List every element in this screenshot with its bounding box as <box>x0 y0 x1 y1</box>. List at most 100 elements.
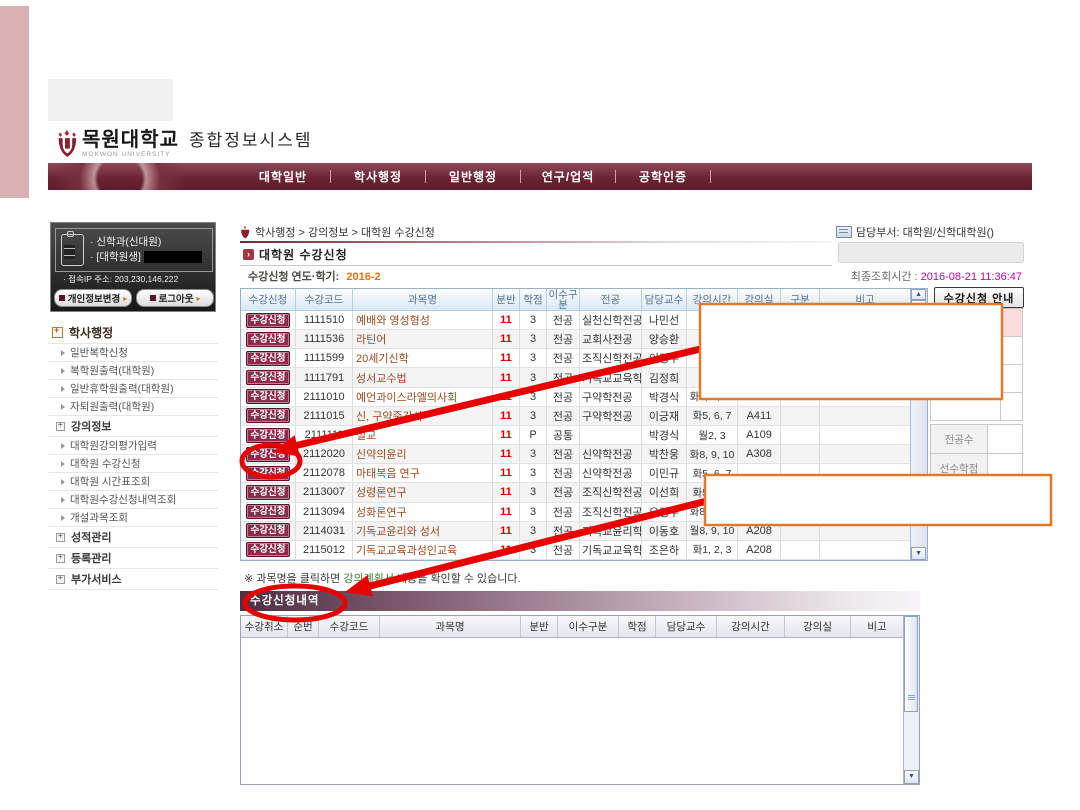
apply-button[interactable]: 수강신청 <box>245 312 291 328</box>
sidebar-item[interactable]: 대학원수강신청내역조회 <box>48 491 218 509</box>
title-gradient-line <box>240 241 832 243</box>
course-type: 전공 <box>547 406 580 425</box>
course-name-link[interactable]: 기독교교육과성인교육 <box>353 540 493 560</box>
course-room <box>738 368 781 387</box>
apply-button[interactable]: 수강신청 <box>245 504 291 520</box>
course-section: 11 <box>493 406 520 425</box>
sidebar-item[interactable]: 개설과목조회 <box>48 509 218 527</box>
app-logo: 목원대학교 MOKWON UNIVERSITY 종합정보시스템 <box>56 129 312 163</box>
course-type: 전공 <box>547 464 580 483</box>
apply-button[interactable]: 수강신청 <box>245 484 291 500</box>
apply-button[interactable]: 수강신청 <box>245 427 291 443</box>
registration-guide-button[interactable]: 수강신청 안내 <box>934 287 1024 308</box>
summary-label-fragment: 점 <box>931 365 1001 392</box>
course-credit: 3 <box>520 464 547 483</box>
course-table-scrollbar[interactable]: ▲ ▼ ▼ <box>910 289 927 560</box>
course-name-link[interactable]: 20세기신학 <box>353 349 493 368</box>
course-name-link[interactable]: 예배와 영성형성 <box>353 311 493 330</box>
summary-value-cell <box>1001 365 1022 392</box>
course-time: 월2, 3 <box>687 425 738 445</box>
nav-item[interactable]: 대학일반 <box>258 170 308 184</box>
course-name-link[interactable]: 신, 구약중간사 <box>353 406 493 425</box>
course-type: 전공 <box>547 349 580 368</box>
menu-item-icon <box>56 552 65 563</box>
sidebar-item[interactable]: 부가서비스 <box>48 569 218 590</box>
apply-button[interactable]: 수강신청 <box>245 523 291 539</box>
last-query-value: 2016-08-21 11:36:47 <box>920 271 1022 283</box>
course-name-link[interactable]: 라틴어 <box>353 330 493 349</box>
course-note <box>820 407 910 425</box>
nav-item[interactable]: 연구/업적 <box>541 170 595 184</box>
apply-button[interactable]: 수강신청 <box>245 331 291 347</box>
course-credit: 3 <box>520 445 547 464</box>
history-table-body <box>241 638 903 784</box>
menu-item-icon <box>56 420 65 431</box>
prereq-credit-value <box>988 454 1022 482</box>
course-section: 11 <box>493 502 520 521</box>
course-section: 11 <box>493 368 520 387</box>
scroll-up-icon[interactable]: ▲ <box>911 289 927 300</box>
course-type: 전공 <box>547 330 580 349</box>
scroll-down-icon[interactable]: ▼ <box>911 300 927 311</box>
course-gubun <box>781 445 820 464</box>
course-room <box>738 483 781 502</box>
course-time: 월8, 9, 10 <box>687 521 738 540</box>
course-room: A208 <box>738 540 781 560</box>
apply-button[interactable]: 수강신청 <box>245 389 291 405</box>
course-section: 11 <box>493 387 520 406</box>
course-note <box>820 483 910 501</box>
credit-summary-table: 전공수 선수학점 <box>930 424 1023 483</box>
profile-edit-button[interactable]: 개인정보변경 ▸ <box>54 289 132 307</box>
course-note <box>820 388 910 406</box>
sidebar-item[interactable]: 강의정보 <box>48 416 218 437</box>
sidebar-item[interactable]: 복학원출력(대학원) <box>48 362 218 380</box>
course-name-link[interactable]: 성령론연구 <box>353 483 493 502</box>
term-value: 2016-2 <box>346 271 381 283</box>
scrollbar-grip-icon <box>908 695 916 696</box>
course-name-link[interactable]: 마태복음 연구 <box>353 464 493 483</box>
sidebar-item[interactable]: 대학원강의평가입력 <box>48 437 218 455</box>
logout-button[interactable]: 로그아웃 ▸ <box>136 289 214 307</box>
sidebar-item[interactable]: 학사행정 <box>48 321 218 344</box>
sidebar-item[interactable]: 자퇴원출력(대학원) <box>48 398 218 416</box>
scroll-down-icon[interactable]: ▼ <box>911 547 927 560</box>
sidebar-item[interactable]: 성적관리 <box>48 527 218 548</box>
course-room <box>738 349 781 368</box>
sidebar-item[interactable]: 일반복학신청 <box>48 344 218 362</box>
scroll-down-icon[interactable]: ▼ <box>904 770 920 784</box>
scrollbar-thumb[interactable] <box>904 616 919 712</box>
nav-item[interactable]: 일반행정 <box>448 170 498 184</box>
apply-button[interactable]: 수강신청 <box>245 408 291 424</box>
apply-button[interactable]: 수강신청 <box>245 370 291 386</box>
course-section: 11 <box>493 311 520 330</box>
dept-select-box[interactable] <box>838 242 1024 263</box>
course-row: 수강신청 2111010 예언과이스라엘의사회 11 3 전공 구약학전공 박경… <box>241 387 911 407</box>
course-name-link[interactable]: 설교 <box>353 425 493 445</box>
sidebar-item[interactable]: 일반휴학원출력(대학원) <box>48 380 218 398</box>
sidebar-item[interactable]: 등록관리 <box>48 548 218 569</box>
dept-in-charge: 담당부서: 대학원/신학대학원() <box>836 224 994 240</box>
course-row: 수강신청 2113094 성화론연구 11 3 전공 조직신학전공 오경수 화8… <box>241 502 911 522</box>
course-major: 실천신학전공 <box>580 311 642 330</box>
nav-item[interactable]: 공학인증 <box>638 170 688 184</box>
sidebar-item[interactable]: 대학원 수강신청 <box>48 455 218 473</box>
course-name-link[interactable]: 기독교윤리와 성서 <box>353 521 493 540</box>
course-name-link[interactable]: 예언과이스라엘의사회 <box>353 387 493 406</box>
apply-button[interactable]: 수강신청 <box>245 446 291 462</box>
course-name-link[interactable]: 성화론연구 <box>353 502 493 521</box>
history-scrollbar[interactable]: ▼ <box>903 616 920 784</box>
apply-button[interactable]: 수강신청 <box>245 350 291 366</box>
apply-button[interactable]: 수강신청 <box>245 465 291 481</box>
course-code: 1111791 <box>296 368 353 387</box>
course-professor: 이선희 <box>642 483 687 502</box>
course-note <box>820 330 910 348</box>
nav-item[interactable]: 학사행정 <box>353 170 403 184</box>
apply-button[interactable]: 수강신청 <box>245 542 291 558</box>
course-gubun <box>781 464 820 483</box>
course-name-link[interactable]: 신약의윤리 <box>353 445 493 464</box>
course-name-link[interactable]: 성서교수법 <box>353 368 493 387</box>
course-professor: 박찬웅 <box>642 445 687 464</box>
main-nav: 대학일반 학사행정 일반행정 연구/업적 공학인증 <box>48 163 1032 190</box>
sidebar-item[interactable]: 대학원 시간표조회 <box>48 473 218 491</box>
course-row: 수강신청 2115012 기독교교육과성인교육 11 3 전공 기독교교육학 조… <box>241 540 911 561</box>
